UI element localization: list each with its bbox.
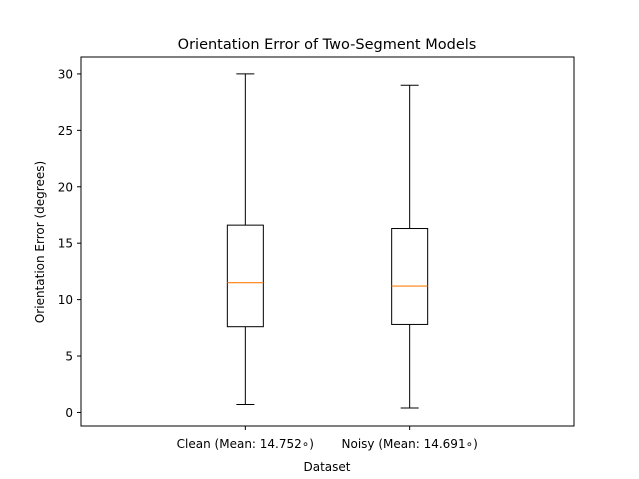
x-axis-label: Dataset — [304, 460, 351, 474]
y-axis-label: Orientation Error (degrees) — [33, 161, 47, 323]
chart-title: Orientation Error of Two-Segment Models — [178, 37, 477, 53]
x-tick-label: Noisy (Mean: 14.691∘) — [342, 437, 478, 451]
y-tick-label: 20 — [58, 180, 73, 194]
interquartile-box — [391, 228, 429, 325]
x-axis-ticks: Clean (Mean: 14.752∘) Noisy (Mean: 14.691… — [177, 426, 478, 451]
y-tick-label: 30 — [58, 67, 73, 81]
y-tick-label: 0 — [65, 406, 73, 420]
y-tick-label: 25 — [58, 124, 73, 138]
y-axis-ticks: 0 5 10 15 20 25 30 — [58, 67, 81, 420]
interquartile-box — [226, 224, 264, 328]
y-tick-label: 15 — [58, 237, 73, 251]
box-1 — [226, 73, 264, 406]
plot-area-frame — [80, 56, 575, 427]
y-tick-label: 5 — [65, 350, 73, 364]
box-2 — [391, 84, 429, 409]
box-series — [226, 73, 429, 409]
y-tick-label: 10 — [58, 293, 73, 307]
x-tick-label: Clean (Mean: 14.752∘) — [177, 437, 314, 451]
